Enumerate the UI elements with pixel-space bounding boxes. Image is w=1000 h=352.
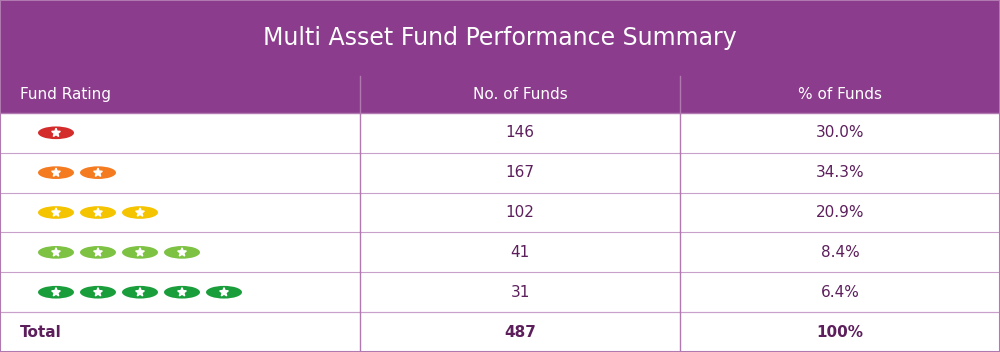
FancyBboxPatch shape (0, 76, 1000, 113)
Circle shape (38, 286, 74, 298)
Circle shape (38, 246, 74, 259)
Polygon shape (136, 248, 144, 256)
Polygon shape (94, 288, 102, 296)
Circle shape (206, 286, 242, 298)
Circle shape (80, 166, 116, 179)
Circle shape (38, 166, 74, 179)
Circle shape (122, 206, 158, 219)
Text: 6.4%: 6.4% (821, 285, 859, 300)
Text: Total: Total (20, 325, 62, 340)
Circle shape (80, 206, 116, 219)
Text: 100%: 100% (816, 325, 864, 340)
Polygon shape (52, 128, 60, 137)
Circle shape (80, 246, 116, 259)
Text: Multi Asset Fund Performance Summary: Multi Asset Fund Performance Summary (263, 26, 737, 50)
Text: No. of Funds: No. of Funds (473, 87, 567, 102)
Text: 31: 31 (510, 285, 530, 300)
Polygon shape (94, 248, 102, 256)
FancyBboxPatch shape (0, 272, 1000, 312)
Circle shape (80, 286, 116, 298)
Polygon shape (220, 288, 228, 296)
Circle shape (164, 286, 200, 298)
Circle shape (38, 206, 74, 219)
Polygon shape (94, 208, 102, 216)
Text: % of Funds: % of Funds (798, 87, 882, 102)
Text: 167: 167 (506, 165, 534, 180)
Polygon shape (136, 208, 144, 216)
Polygon shape (178, 288, 186, 296)
FancyBboxPatch shape (0, 232, 1000, 272)
Circle shape (122, 246, 158, 259)
Polygon shape (52, 248, 60, 256)
Text: 102: 102 (506, 205, 534, 220)
Text: 20.9%: 20.9% (816, 205, 864, 220)
Circle shape (38, 126, 74, 139)
Polygon shape (136, 288, 144, 296)
Polygon shape (52, 208, 60, 216)
FancyBboxPatch shape (0, 312, 1000, 352)
Circle shape (122, 286, 158, 298)
Text: 487: 487 (504, 325, 536, 340)
FancyBboxPatch shape (0, 153, 1000, 193)
Polygon shape (52, 168, 60, 176)
Text: 41: 41 (510, 245, 530, 260)
FancyBboxPatch shape (0, 193, 1000, 232)
FancyBboxPatch shape (0, 0, 1000, 76)
FancyBboxPatch shape (0, 113, 1000, 153)
Polygon shape (52, 288, 60, 296)
Text: 34.3%: 34.3% (816, 165, 864, 180)
Circle shape (164, 246, 200, 259)
Polygon shape (94, 168, 102, 176)
Text: Fund Rating: Fund Rating (20, 87, 111, 102)
Text: 8.4%: 8.4% (821, 245, 859, 260)
Text: 30.0%: 30.0% (816, 125, 864, 140)
Polygon shape (178, 248, 186, 256)
Text: 146: 146 (506, 125, 534, 140)
